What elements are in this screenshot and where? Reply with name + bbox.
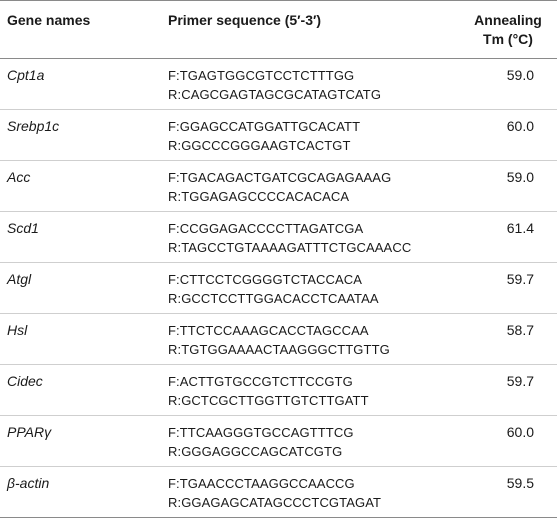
annealing-tm: 59.7	[506, 373, 534, 389]
gene-name: Atgl	[7, 271, 32, 287]
gene-name: Srebp1c	[7, 118, 60, 134]
reverse-primer: R:CAGCGAGTAGCGCATAGTCATG	[168, 87, 382, 102]
table-row: Hsl F:TTCTCCAAAGCACCTAGCCAA R:TGTGGAAAAC…	[0, 314, 557, 365]
gene-name: Cpt1a	[7, 67, 45, 83]
annealing-tm: 59.7	[506, 271, 534, 287]
header-primer-sequence: Primer sequence (5′-3′)	[168, 12, 321, 28]
annealing-tm: 59.0	[506, 169, 534, 185]
reverse-primer: R:GGAGAGCATAGCCCTCGTAGAT	[168, 495, 382, 510]
primer-sequence: F:TGAACCCTAAGGCCAACCG R:GGAGAGCATAGCCCTC…	[168, 474, 381, 512]
forward-primer: F:TGAGTGGCGTCCTCTTTGG	[168, 68, 355, 83]
forward-primer: F:CTTCCTCGGGGTCTACCACA	[168, 272, 363, 287]
table-row: β-actin F:TGAACCCTAAGGCCAACCG R:GGAGAGCA…	[0, 467, 557, 518]
reverse-primer: R:GGGAGGCCAGCATCGTG	[168, 444, 343, 459]
gene-name: Cidec	[7, 373, 43, 389]
annealing-tm: 60.0	[506, 118, 534, 134]
table-row: Acc F:TGACAGACTGATCGCAGAGAAAG R:TGGAGAGC…	[0, 161, 557, 212]
table-row: PPARγ F:TTCAAGGGTGCCAGTTTCG R:GGGAGGCCAG…	[0, 416, 557, 467]
gene-name: PPARγ	[7, 424, 52, 440]
primer-sequence: F:GGAGCCATGGATTGCACATT R:GGCCCGGGAAGTCAC…	[168, 117, 360, 155]
annealing-tm: 59.5	[506, 475, 534, 491]
gene-name: Hsl	[7, 322, 28, 338]
header-annealing-tm: Annealing Tm (°C)	[471, 11, 545, 49]
header-gene-names: Gene names	[7, 12, 91, 28]
gene-name: Acc	[7, 169, 31, 185]
primer-sequence: F:TGACAGACTGATCGCAGAGAAAG R:TGGAGAGCCCCA…	[168, 168, 391, 206]
reverse-primer: R:GGCCCGGGAAGTCACTGT	[168, 138, 351, 153]
table-row: Srebp1c F:GGAGCCATGGATTGCACATT R:GGCCCGG…	[0, 110, 557, 161]
forward-primer: F:GGAGCCATGGATTGCACATT	[168, 119, 361, 134]
primer-sequence: F:CCGGAGACCCCTTAGATCGA R:TAGCCTGTAAAAGAT…	[168, 219, 411, 257]
table-header: Gene names Primer sequence (5′-3′) Annea…	[0, 0, 557, 59]
forward-primer: F:TTCAAGGGTGCCAGTTTCG	[168, 425, 354, 440]
forward-primer: F:CCGGAGACCCCTTAGATCGA	[168, 221, 364, 236]
reverse-primer: R:TAGCCTGTAAAAGATTTCTGCAAACC	[168, 240, 412, 255]
forward-primer: F:TGACAGACTGATCGCAGAGAAAG	[168, 170, 392, 185]
forward-primer: F:TGAACCCTAAGGCCAACCG	[168, 476, 355, 491]
annealing-tm: 60.0	[506, 424, 534, 440]
gene-name: Scd1	[7, 220, 39, 236]
table-row: Scd1 F:CCGGAGACCCCTTAGATCGA R:TAGCCTGTAA…	[0, 212, 557, 263]
primer-sequence: F:ACTTGTGCCGTCTTCCGTG R:GCTCGCTTGGTTGTCT…	[168, 372, 369, 410]
reverse-primer: R:TGGAGAGCCCCACACACA	[168, 189, 350, 204]
table-row: Cidec F:ACTTGTGCCGTCTTCCGTG R:GCTCGCTTGG…	[0, 365, 557, 416]
table-row: Atgl F:CTTCCTCGGGGTCTACCACA R:GCCTCCTTGG…	[0, 263, 557, 314]
primer-sequence: F:TTCTCCAAAGCACCTAGCCAA R:TGTGGAAAACTAAG…	[168, 321, 390, 359]
annealing-tm: 58.7	[506, 322, 534, 338]
forward-primer: F:ACTTGTGCCGTCTTCCGTG	[168, 374, 353, 389]
header-annealing-line1: Annealing	[474, 12, 542, 28]
primer-sequence: F:CTTCCTCGGGGTCTACCACA R:GCCTCCTTGGACACC…	[168, 270, 379, 308]
annealing-tm: 59.0	[506, 67, 534, 83]
reverse-primer: R:TGTGGAAAACTAAGGGCTTGTTG	[168, 342, 390, 357]
forward-primer: F:TTCTCCAAAGCACCTAGCCAA	[168, 323, 369, 338]
gene-name: β-actin	[7, 475, 50, 491]
table-row: Cpt1a F:TGAGTGGCGTCCTCTTTGG R:CAGCGAGTAG…	[0, 59, 557, 110]
primer-sequence: F:TGAGTGGCGTCCTCTTTGG R:CAGCGAGTAGCGCATA…	[168, 66, 381, 104]
primer-sequence: F:TTCAAGGGTGCCAGTTTCG R:GGGAGGCCAGCATCGT…	[168, 423, 354, 461]
reverse-primer: R:GCCTCCTTGGACACCTCAATAA	[168, 291, 379, 306]
annealing-tm: 61.4	[506, 220, 534, 236]
reverse-primer: R:GCTCGCTTGGTTGTCTTGATT	[168, 393, 369, 408]
header-annealing-line2: Tm (°C)	[483, 31, 533, 47]
